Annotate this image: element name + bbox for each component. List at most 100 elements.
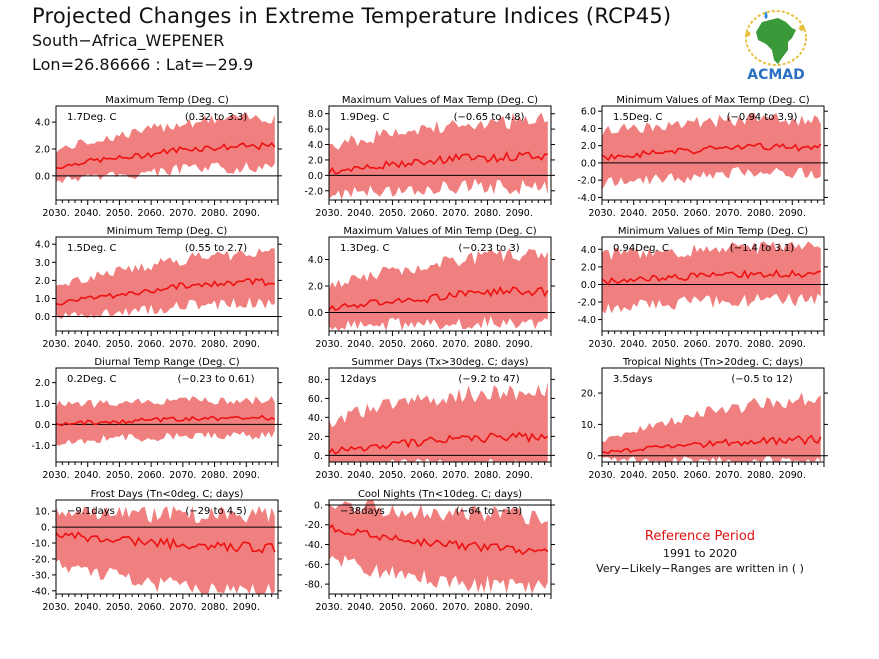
x-tick-label: 2030.: [588, 470, 615, 481]
median-series-line: [328, 285, 549, 312]
x-tick-label: 2060.: [138, 602, 165, 613]
y-tick-label: -40.: [304, 540, 323, 551]
x-tick-label: 2030.: [588, 339, 615, 350]
x-tick-label: 2060.: [138, 208, 165, 219]
y-tick-label: 6.0: [308, 125, 323, 136]
x-tick-label: 2070.: [442, 208, 469, 219]
chart-panel: -40. -30. -20. -10. 0. 10. 2030. 2040. 2050. 2060…: [31, 489, 282, 613]
mean-change-label: 1.7Deg. C: [67, 112, 116, 123]
plot-frame: [55, 105, 279, 201]
median-series-line: [328, 431, 549, 455]
plot-frame: [55, 236, 279, 332]
y-tick-label: 2.0: [308, 155, 323, 166]
chart-title: Minimum Values of Max Temp (Deg. C): [616, 95, 809, 106]
x-tick-label: 2080.: [474, 470, 501, 481]
y-tick-label: 0.0: [35, 420, 50, 431]
likely-range-label: (−0.65 to 4.8): [454, 112, 525, 123]
mean-change-label: 12days: [340, 374, 376, 385]
mean-change-label: 3.5days: [613, 374, 653, 385]
plot-frame: [601, 367, 825, 463]
x-tick-label: 2040.: [347, 208, 374, 219]
x-tick-label: 2060.: [411, 208, 438, 219]
y-tick-label: 2.0: [581, 141, 596, 152]
mean-change-label: −9.1days: [67, 506, 115, 517]
y-tick-label: -20.: [31, 554, 50, 565]
x-tick-label: 2090.: [779, 208, 806, 219]
x-tick-label: 2030.: [42, 208, 69, 219]
x-tick-label: 2090.: [506, 339, 533, 350]
coordinates-label: Lon=26.86666 : Lat=−29.9: [32, 55, 254, 74]
chart-title: Diurnal Temp Range (Deg. C): [94, 357, 239, 368]
uncertainty-band: [56, 112, 275, 184]
x-tick-label: 2070.: [442, 470, 469, 481]
uncertainty-band: [56, 396, 275, 446]
x-tick-label: 2060.: [684, 339, 711, 350]
reference-period-title: Reference Period: [644, 529, 756, 544]
x-tick-label: 2030.: [588, 208, 615, 219]
x-tick-label: 2050.: [106, 208, 133, 219]
x-tick-label: 2090.: [779, 470, 806, 481]
y-tick-label: -10.: [31, 539, 50, 550]
y-tick-label: 10.: [581, 420, 596, 431]
x-tick-label: 2050.: [379, 339, 406, 350]
chart-title: Minimum Values of Min Temp (Deg. C): [618, 226, 808, 237]
likely-range-label: (0.55 to 2.7): [185, 243, 247, 254]
x-tick-label: 2050.: [652, 339, 679, 350]
y-tick-label: 2.0: [35, 144, 50, 155]
plot-frame: [601, 105, 825, 201]
plot-frame: [55, 367, 279, 463]
chart-panel: -4.0 -2.0 0.0 2.0 4.0 6.0 2030. 2040. 2050. 2060.…: [577, 95, 828, 219]
y-tick-label: 0.0: [35, 171, 50, 182]
uncertainty-band: [329, 248, 548, 331]
x-tick-label: 2080.: [201, 602, 228, 613]
x-tick-label: 2080.: [201, 339, 228, 350]
mean-change-label: 1.3Deg. C: [340, 243, 389, 254]
x-tick-label: 2070.: [715, 339, 742, 350]
x-tick-label: 2030.: [42, 602, 69, 613]
x-tick-label: 2050.: [379, 602, 406, 613]
x-tick-label: 2040.: [347, 470, 374, 481]
median-series-line: [328, 150, 548, 175]
y-tick-label: 4.0: [581, 124, 596, 135]
mean-change-label: 0.94Deg. C: [613, 243, 669, 254]
location-label: South−Africa_WEPENER: [32, 31, 225, 50]
y-tick-label: 2.0: [35, 378, 50, 389]
acmad-logo: ACMAD: [745, 10, 807, 83]
plot-frame: [328, 367, 552, 463]
chart-title: Maximum Values of Min Temp (Deg. C): [343, 226, 536, 237]
y-tick-label: -2.0: [577, 176, 596, 187]
x-tick-label: 2050.: [106, 339, 133, 350]
x-tick-label: 2090.: [506, 470, 533, 481]
x-tick-label: 2030.: [315, 208, 342, 219]
x-tick-label: 2080.: [474, 208, 501, 219]
x-tick-label: 2070.: [169, 602, 196, 613]
africa-map-icon: [745, 10, 807, 66]
y-tick-label: 1.0: [35, 294, 50, 305]
y-tick-label: 40.: [308, 413, 323, 424]
x-tick-label: 2030.: [315, 339, 342, 350]
likely-range-label: (−64 to −13): [456, 506, 523, 517]
y-tick-label: 0.: [41, 523, 50, 534]
uncertainty-band: [602, 392, 821, 462]
y-tick-label: 20.: [308, 432, 323, 443]
y-tick-label: -40.: [31, 586, 50, 597]
x-tick-label: 2060.: [684, 208, 711, 219]
chart-title: Frost Days (Tn<0deg. C; days): [91, 489, 244, 500]
y-tick-label: -4.0: [577, 315, 596, 326]
y-tick-label: 0.0: [581, 158, 596, 169]
y-tick-label: 6.0: [581, 107, 596, 118]
y-tick-label: 4.0: [581, 245, 596, 256]
likely-range-label: (−0.23 to 0.61): [177, 374, 254, 385]
y-tick-label: 4.0: [35, 240, 50, 251]
y-tick-label: 4.0: [35, 118, 50, 129]
x-tick-label: 2080.: [747, 339, 774, 350]
x-tick-label: 2090.: [506, 208, 533, 219]
likely-range-label: (−1.4 to 3.1): [730, 243, 794, 254]
x-tick-label: 2060.: [411, 470, 438, 481]
y-tick-label: 4.0: [308, 255, 323, 266]
y-tick-label: 8.0: [308, 109, 323, 120]
chart-panel: 0.0 1.0 2.0 3.0 4.0 2030. 2040. 2050. 2060. 2070.…: [35, 226, 282, 350]
x-tick-label: 2070.: [442, 339, 469, 350]
median-series-line: [601, 142, 822, 162]
